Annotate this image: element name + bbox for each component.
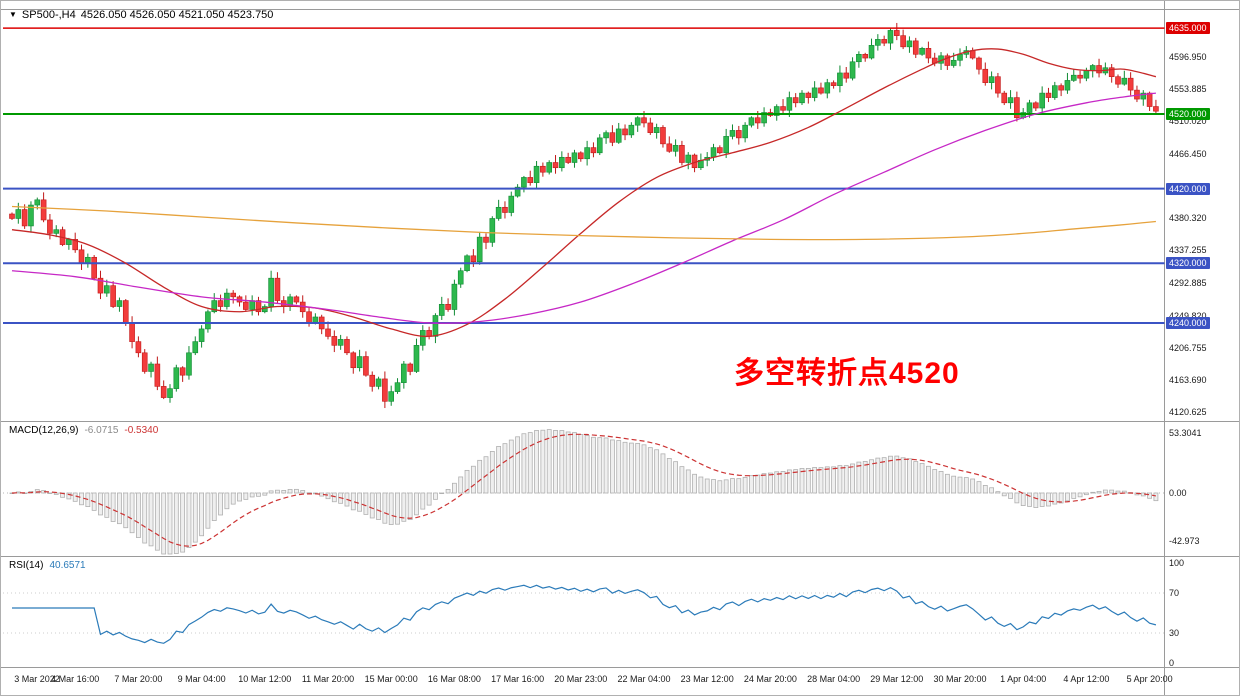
ma-magenta bbox=[11, 92, 1156, 324]
candles-layer bbox=[9, 22, 1159, 409]
chart-ohlc-values: 4526.050 4526.050 4521.050 4523.750 bbox=[80, 9, 274, 21]
ma-red bbox=[11, 48, 1157, 338]
rsi-line bbox=[12, 584, 1157, 644]
horizontal-lines-layer bbox=[3, 27, 1165, 324]
chart-title-bar[interactable]: ▼ SP500-,H4 4526.050 4526.050 4521.050 4… bbox=[9, 9, 273, 21]
chart-symbol-period: SP500-,H4 bbox=[21, 9, 76, 21]
chart-text-annotation[interactable]: 多空转折点4520 bbox=[734, 357, 960, 390]
ma-orange bbox=[11, 205, 1156, 241]
symbol-dropdown-icon[interactable]: ▼ bbox=[9, 10, 17, 19]
macd-signal-line bbox=[11, 433, 1157, 547]
macd-histogram bbox=[9, 429, 1159, 555]
